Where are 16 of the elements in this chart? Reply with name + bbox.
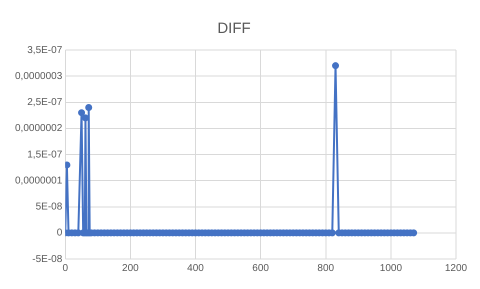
x-tick-label: 800 [317, 262, 335, 274]
y-tick-label: 1,5E-07 [27, 149, 63, 160]
y-tick-label: 5E-08 [36, 202, 63, 212]
y-tick-label: 0,0000003 [14, 70, 63, 82]
y-tick-label: 0,0000001 [14, 175, 63, 186]
x-tick-label: 600 [252, 262, 270, 274]
chart-title: DIFF [217, 20, 251, 38]
y-tick-label: 0,0000002 [14, 123, 63, 134]
x-tick-label: 400 [187, 262, 204, 274]
x-tick-label: 1200 [444, 262, 468, 274]
y-tick-label: -5E-08 [32, 254, 63, 265]
y-tick-label: 0 [56, 228, 63, 239]
x-tick-label: 200 [122, 262, 140, 274]
x-tick-label: 1000 [380, 262, 402, 274]
y-tick-label: 2,5E-07 [27, 97, 63, 108]
y-tick-label: 3,5E-07 [27, 44, 63, 56]
